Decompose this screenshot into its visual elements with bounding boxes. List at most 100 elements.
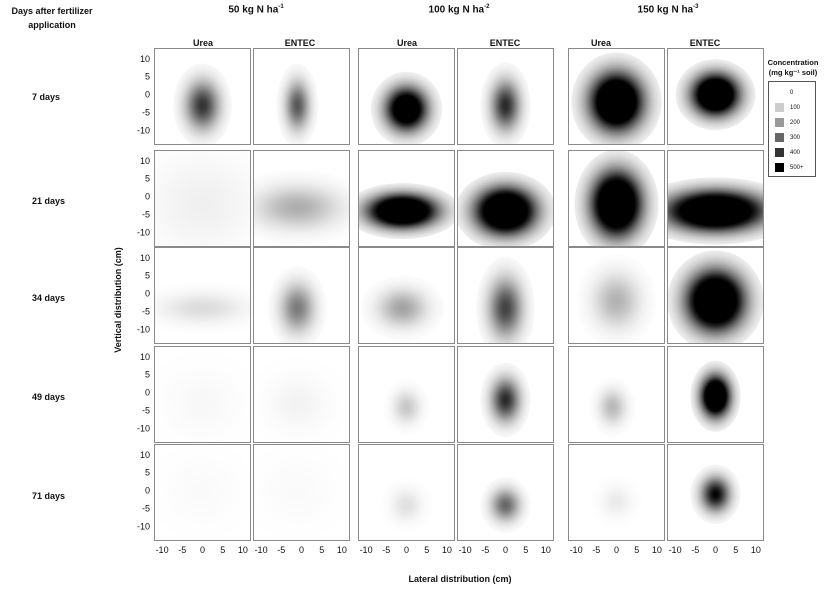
legend-swatch	[775, 118, 784, 127]
x-tick-label: 5	[523, 545, 528, 555]
panel-frame	[358, 48, 455, 145]
panel-frame	[568, 444, 665, 541]
x-tick-label: -10	[570, 545, 583, 555]
y-tick-label: 5	[145, 468, 150, 478]
x-tick-label: -5	[592, 545, 600, 555]
y-tick-label: 0	[145, 192, 150, 202]
y-tick-label: -10	[137, 325, 150, 335]
legend-label: 0	[790, 89, 794, 96]
panel-frame	[568, 346, 665, 443]
panel-frame	[457, 48, 554, 145]
row-header-title-line-2: application	[28, 20, 76, 30]
panel-frame	[568, 247, 665, 344]
column-label-urea: Urea	[396, 38, 418, 48]
panel-frame	[457, 444, 554, 541]
concentration-plume	[383, 379, 430, 436]
column-label-entec: ENTEC	[489, 38, 521, 48]
legend-swatch	[775, 88, 784, 97]
x-tick-label: 0	[404, 545, 409, 555]
x-tick-label: 0	[614, 545, 619, 555]
legend-label: 400	[790, 149, 801, 156]
x-tick-label: -10	[360, 545, 373, 555]
x-tick-label: 10	[652, 545, 662, 555]
row-header-title: Days after fertilizer application	[6, 4, 98, 32]
y-tick-label: 5	[145, 174, 150, 184]
panel-frame	[154, 247, 251, 344]
legend-item-0: 0	[775, 85, 815, 100]
legend-item-500: 500+	[775, 160, 815, 175]
panel-frame	[154, 444, 251, 541]
group-title-text: 50 kg N ha	[228, 4, 279, 16]
y-tick-label: -5	[142, 406, 150, 416]
concentration-plume	[173, 63, 232, 145]
legend-item-200: 200	[775, 115, 815, 130]
group-title-150: 150 kg N ha-3	[638, 4, 699, 15]
y-tick-label: -5	[142, 210, 150, 220]
legend-title-line-2: (mg kg⁻¹ soil)	[768, 68, 818, 77]
x-tick-label: 10	[751, 545, 761, 555]
concentration-plume	[589, 377, 636, 437]
concentration-plume	[590, 473, 643, 530]
y-tick-label: 0	[145, 289, 150, 299]
x-tick-label: 10	[442, 545, 452, 555]
y-tick-label: 5	[145, 370, 150, 380]
concentration-plume	[360, 275, 445, 341]
concentration-plume	[574, 150, 659, 247]
y-tick-label: 10	[140, 450, 150, 460]
x-tick-label: -5	[178, 545, 186, 555]
y-tick-label: -10	[137, 228, 150, 238]
x-tick-label: 10	[541, 545, 551, 555]
legend-item-400: 400	[775, 145, 815, 160]
x-tick-label: -10	[459, 545, 472, 555]
x-tick-label: 0	[713, 545, 718, 555]
concentration-plume	[154, 150, 251, 247]
group-title-superscript: -1	[278, 4, 284, 10]
x-tick-label: 10	[238, 545, 248, 555]
concentration-plume	[268, 266, 327, 344]
legend-item-300: 300	[775, 130, 815, 145]
x-tick-label: -10	[156, 545, 169, 555]
row-label-7-days: 7 days	[32, 92, 61, 102]
y-tick-label: 10	[140, 352, 150, 362]
x-tick-label: -5	[277, 545, 285, 555]
x-tick-label: 0	[503, 545, 508, 555]
panel-frame	[457, 247, 554, 344]
concentration-plume	[571, 52, 662, 145]
panel-frame	[667, 247, 764, 344]
y-tick-label: -10	[137, 424, 150, 434]
concentration-plume	[667, 177, 764, 245]
concentration-plume	[253, 444, 350, 541]
legend-label: 500+	[790, 164, 804, 171]
concentration-plume	[480, 62, 531, 145]
panel-frame	[568, 150, 665, 247]
y-tick-label: 5	[145, 72, 150, 82]
row-header-title-line-1: Days after fertilizer	[11, 6, 93, 16]
group-title-text: 150 kg N ha	[637, 4, 694, 16]
column-label-entec: ENTEC	[689, 38, 721, 48]
x-tick-label: -10	[669, 545, 682, 555]
panel-frame	[154, 346, 251, 443]
panel-frame	[253, 48, 350, 145]
y-tick-label: 10	[140, 54, 150, 64]
concentration-plume	[276, 63, 319, 145]
legend-swatch	[775, 133, 784, 142]
y-tick-label: 5	[145, 271, 150, 281]
panel-frame	[358, 444, 455, 541]
panel-frame	[253, 150, 350, 247]
x-tick-label: -10	[255, 545, 268, 555]
x-tick-label: 0	[299, 545, 304, 555]
concentration-plume	[576, 254, 657, 344]
y-tick-label: -10	[137, 126, 150, 136]
y-tick-label: -5	[142, 504, 150, 514]
concentration-plume	[380, 477, 433, 534]
legend-swatch	[775, 103, 784, 112]
group-title-50: 50 kg N ha-1	[228, 4, 283, 15]
column-label-urea: Urea	[192, 38, 214, 48]
x-axis-label: Lateral distribution (cm)	[408, 574, 512, 584]
y-tick-label: 0	[145, 90, 150, 100]
y-tick-label: 0	[145, 486, 150, 496]
x-tick-label: 0	[200, 545, 205, 555]
concentration-plume	[667, 250, 764, 344]
y-tick-label: 10	[140, 156, 150, 166]
